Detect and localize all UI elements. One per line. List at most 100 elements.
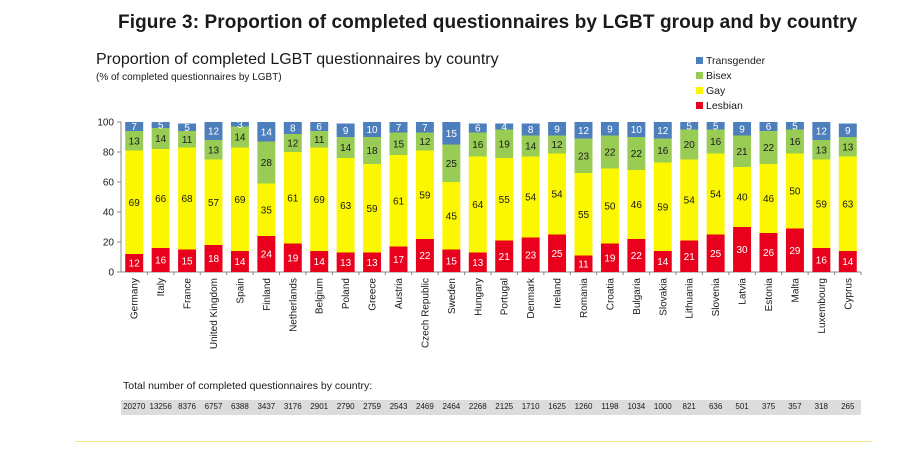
data-label: 55	[499, 195, 511, 206]
bar-segment-transgender	[838, 123, 857, 137]
bar-segment-gay	[389, 155, 408, 247]
bar-segment-bisex	[125, 131, 144, 151]
bar-segment-lesbian	[627, 239, 646, 272]
legend-item-gay: Gay	[696, 83, 765, 98]
data-label: 66	[155, 194, 167, 205]
x-tick-label: Finland	[262, 278, 273, 311]
bar-segment-transgender	[759, 122, 778, 131]
y-tick-label: 20	[103, 238, 115, 249]
bar-segment-lesbian	[310, 251, 329, 272]
data-label: 12	[816, 127, 828, 138]
bar-segment-lesbian	[812, 248, 831, 272]
totals-cell: 2543	[389, 402, 408, 411]
data-label: 25	[552, 249, 564, 260]
data-label: 54	[525, 193, 537, 204]
totals-cell: 2759	[363, 402, 381, 411]
bar-segment-gay	[600, 168, 619, 244]
data-label: 29	[789, 246, 801, 257]
bar-segment-bisex	[363, 137, 382, 164]
bar-segment-gay	[785, 153, 804, 229]
bar-segment-bisex	[151, 128, 170, 149]
data-label: 12	[129, 259, 141, 270]
data-label: 15	[446, 129, 458, 140]
data-label: 55	[578, 210, 590, 221]
bar-segment-lesbian	[653, 251, 672, 272]
bar-segment-bisex	[442, 144, 461, 182]
chart-legend: Transgender Bisex Gay Lesbian	[696, 53, 765, 113]
data-label: 19	[287, 253, 299, 264]
totals-cell: 375	[761, 402, 776, 411]
totals-cell: 1034	[627, 402, 646, 411]
x-tick-label: Belgium	[315, 278, 326, 314]
data-label: 9	[739, 124, 745, 135]
data-label: 22	[763, 143, 775, 154]
bar-segment-transgender	[230, 122, 249, 127]
bar-segment-lesbian	[785, 228, 804, 272]
data-label: 18	[208, 254, 220, 265]
totals-caption: Total number of completed questionnaires…	[123, 380, 373, 392]
bar-segment-transgender	[310, 122, 329, 131]
data-label: 3	[237, 120, 243, 131]
data-label: 13	[367, 258, 379, 269]
bar-segment-gay	[363, 164, 382, 253]
data-label: 28	[261, 158, 273, 169]
data-label: 63	[340, 201, 352, 212]
data-label: 9	[343, 126, 349, 137]
data-label: 19	[499, 139, 511, 150]
bar-segment-gay	[812, 159, 831, 248]
bar-segment-transgender	[600, 122, 619, 136]
bar-segment-transgender	[574, 122, 593, 139]
y-tick-label: 0	[108, 268, 114, 279]
bar-segment-bisex	[785, 129, 804, 154]
totals-cell: 2268	[468, 402, 487, 411]
data-label: 14	[842, 257, 854, 268]
data-label: 57	[208, 198, 220, 209]
bar-segment-bisex	[680, 129, 699, 160]
x-tick-label: Luxembourg	[817, 278, 828, 334]
y-tick-label: 60	[103, 178, 115, 189]
bar-segment-bisex	[178, 131, 197, 148]
bar-segment-transgender	[548, 122, 567, 136]
x-tick-label: Czech Republic	[420, 278, 431, 348]
bar-segment-bisex	[389, 132, 408, 155]
totals-cell: 2790	[336, 402, 355, 411]
legend-swatch	[696, 72, 703, 79]
bar-segment-transgender	[521, 123, 540, 136]
x-tick-label: Latvia	[738, 278, 749, 305]
legend-label: Transgender	[706, 54, 766, 67]
bar-segment-lesbian	[468, 252, 487, 272]
bar-segment-gay	[627, 170, 646, 239]
data-label: 22	[631, 251, 643, 262]
data-label: 9	[607, 124, 613, 135]
data-label: 14	[234, 257, 246, 268]
data-label: 4	[501, 122, 507, 133]
totals-cell: 2125	[495, 402, 514, 411]
bar-segment-gay	[574, 173, 593, 256]
data-label: 11	[578, 259, 589, 270]
data-label: 22	[604, 148, 616, 159]
bar-segment-bisex	[627, 137, 646, 170]
bar-segment-gay	[733, 167, 752, 227]
x-tick-label: Slovakia	[658, 278, 669, 316]
legend-label: Gay	[706, 84, 726, 97]
data-label: 5	[792, 121, 798, 132]
data-label: 5	[158, 121, 164, 132]
x-tick-label: Hungary	[473, 278, 484, 316]
data-label: 13	[472, 258, 484, 269]
bar-segment-lesbian	[733, 227, 752, 272]
y-tick-label: 40	[103, 208, 115, 219]
bar-segment-gay	[230, 147, 249, 251]
bar-segment-bisex	[812, 140, 831, 160]
data-label: 12	[208, 127, 220, 138]
data-label: 69	[129, 198, 141, 209]
data-label: 64	[472, 200, 484, 211]
bar-segment-bisex	[838, 137, 857, 157]
data-label: 6	[316, 122, 322, 133]
data-label: 50	[604, 202, 616, 213]
totals-cell: 1198	[601, 402, 619, 411]
data-label: 16	[472, 140, 484, 151]
bar-segment-lesbian	[521, 237, 540, 272]
x-tick-label: Greece	[368, 278, 379, 311]
x-tick-label: Spain	[235, 278, 246, 304]
totals-row: 20270 13256 8376 6757 6388 3437 3176 2901 2790 27…	[121, 400, 861, 415]
